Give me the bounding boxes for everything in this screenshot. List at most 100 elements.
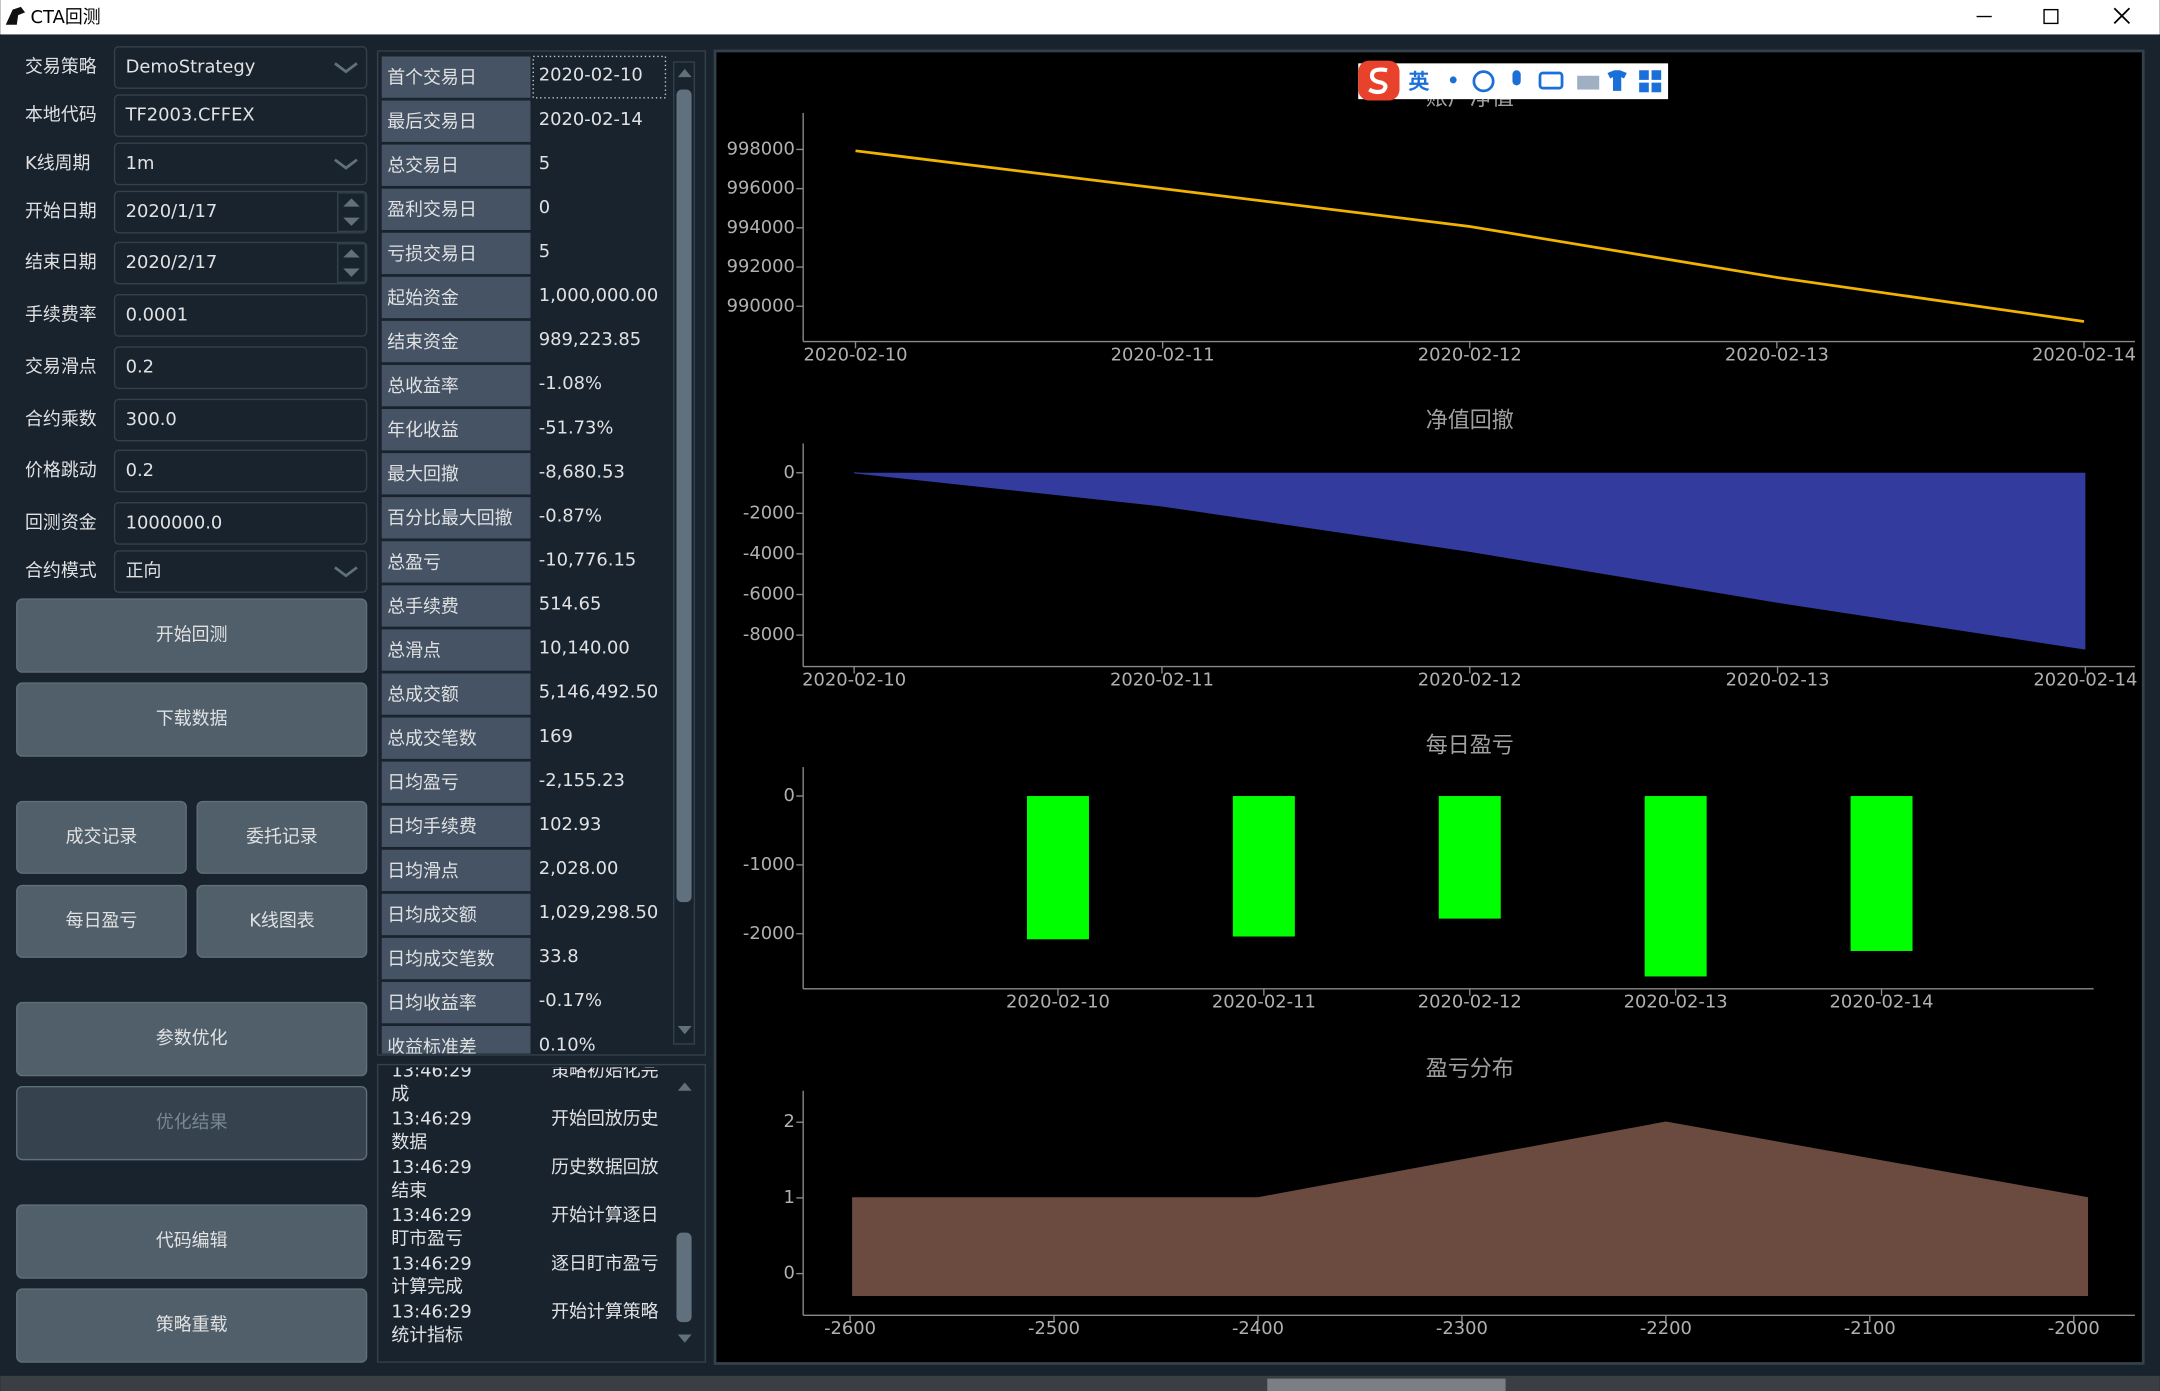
y-tick-label: -8000 bbox=[743, 624, 795, 645]
stat-value-cell bbox=[533, 144, 666, 186]
combo-box[interactable] bbox=[113, 46, 368, 89]
stat-label: 日均成交额 bbox=[387, 905, 477, 926]
y-tick-label: -2000 bbox=[743, 502, 795, 523]
log-message-cont: 统计指标 bbox=[391, 1325, 463, 1346]
button[interactable] bbox=[196, 800, 368, 874]
x-tick-label: 2020-02-12 bbox=[1418, 344, 1522, 365]
taskbar-item[interactable] bbox=[1267, 1378, 1506, 1391]
bar bbox=[1644, 796, 1707, 977]
button-label[interactable]: 参数优化 bbox=[156, 1028, 228, 1049]
button[interactable] bbox=[16, 1001, 368, 1077]
stats-table: 首个交易日 2020-02-10 最后交易日 2020-02-14 总交易日 5 盈利交易日… bbox=[381, 55, 667, 1054]
input-box[interactable] bbox=[113, 501, 368, 545]
stat-value: 1,029,298.50 bbox=[539, 902, 659, 923]
stat-label-cell bbox=[381, 409, 531, 451]
stat-label-cell bbox=[381, 232, 531, 275]
ime-icon[interactable] bbox=[1577, 75, 1600, 90]
button[interactable] bbox=[16, 884, 187, 958]
stat-label-cell bbox=[381, 320, 531, 363]
field-label: 交易策略 bbox=[25, 56, 97, 77]
combo-box[interactable] bbox=[113, 550, 368, 593]
input-box[interactable] bbox=[113, 241, 368, 285]
stat-label-cell bbox=[381, 849, 531, 892]
field-value: DemoStrategy bbox=[126, 56, 256, 77]
field-label: 合约模式 bbox=[25, 561, 97, 582]
x-tick-label: -2200 bbox=[1640, 1318, 1692, 1339]
input-box[interactable] bbox=[113, 190, 368, 234]
stat-value-cell bbox=[533, 409, 666, 451]
x-tick-label: 2020-02-13 bbox=[1726, 669, 1830, 690]
log-scroll-handle[interactable] bbox=[676, 1232, 692, 1323]
stat-value: 2020-02-10 bbox=[539, 65, 643, 86]
combo-arrow[interactable] bbox=[334, 62, 358, 74]
ime-icon[interactable] bbox=[1449, 76, 1457, 84]
input-box[interactable] bbox=[113, 449, 368, 493]
y-tick-label: 1 bbox=[784, 1187, 795, 1208]
y-tick-label: 0 bbox=[784, 462, 795, 483]
ime-mode[interactable]: 英 bbox=[1408, 70, 1429, 94]
close-button[interactable] bbox=[2113, 7, 2131, 25]
button[interactable] bbox=[16, 1204, 368, 1279]
button-label[interactable]: 开始回测 bbox=[156, 625, 228, 646]
stat-label: 日均滑点 bbox=[387, 861, 459, 882]
ime-icon[interactable] bbox=[1512, 70, 1521, 86]
button-label[interactable]: K线图表 bbox=[249, 910, 315, 931]
button[interactable] bbox=[16, 598, 368, 673]
field-label: 本地代码 bbox=[25, 105, 97, 126]
ime-icon[interactable] bbox=[1639, 82, 1649, 93]
area-fill bbox=[852, 1122, 2089, 1296]
stat-value: -8,680.53 bbox=[539, 461, 625, 482]
input-box[interactable] bbox=[113, 398, 368, 442]
ime-icon[interactable] bbox=[1639, 70, 1649, 80]
stat-label-cell bbox=[381, 276, 531, 319]
stat-value-cell bbox=[533, 937, 666, 980]
ime-icon[interactable] bbox=[1651, 70, 1662, 80]
button[interactable] bbox=[16, 1288, 368, 1363]
combo-arrow[interactable] bbox=[334, 566, 358, 578]
restore-button[interactable] bbox=[2043, 8, 2059, 25]
y-tick-label: 990000 bbox=[727, 295, 795, 316]
stat-value: 2020-02-14 bbox=[539, 109, 643, 130]
ime-icon[interactable] bbox=[1651, 82, 1662, 93]
spin-arrows[interactable] bbox=[343, 249, 360, 277]
button[interactable] bbox=[16, 800, 187, 874]
button-label[interactable]: 下载数据 bbox=[156, 709, 228, 730]
area-line bbox=[854, 472, 2086, 650]
stat-label: 首个交易日 bbox=[387, 68, 476, 89]
x-tick-label: 2020-02-12 bbox=[1418, 992, 1522, 1013]
stat-value: -51.73% bbox=[539, 417, 614, 438]
y-tick-label: 992000 bbox=[727, 256, 795, 277]
button-label[interactable]: 策略重载 bbox=[156, 1315, 228, 1336]
combo-box[interactable] bbox=[113, 142, 368, 186]
button-label[interactable]: 委托记录 bbox=[246, 826, 318, 847]
log-time: 13:46:29 bbox=[391, 1205, 471, 1226]
y-tick-label: 2 bbox=[784, 1111, 795, 1132]
ime-icon[interactable] bbox=[1607, 70, 1627, 91]
button[interactable] bbox=[16, 682, 368, 757]
button-label[interactable]: 成交记录 bbox=[66, 826, 138, 847]
stat-value-cell bbox=[533, 100, 666, 142]
stat-value: 514.65 bbox=[539, 594, 602, 615]
input-box[interactable] bbox=[113, 294, 368, 337]
stat-label-cell bbox=[381, 497, 531, 539]
stat-label-cell bbox=[381, 56, 531, 98]
stat-label-cell bbox=[381, 629, 531, 671]
stat-value-cell bbox=[533, 805, 666, 847]
stat-label: 亏损交易日 bbox=[387, 244, 476, 265]
button[interactable] bbox=[196, 884, 368, 958]
y-tick-label: -2000 bbox=[743, 923, 795, 944]
input-box[interactable] bbox=[113, 94, 368, 138]
stat-value-cell[interactable] bbox=[532, 55, 667, 99]
log-message: 策略初始化完 bbox=[551, 1060, 658, 1081]
app-icon bbox=[5, 6, 26, 25]
combo-arrow[interactable] bbox=[334, 158, 358, 170]
field-label: 结束日期 bbox=[25, 252, 97, 273]
button-label[interactable]: 代码编辑 bbox=[156, 1231, 228, 1252]
input-box[interactable] bbox=[113, 346, 368, 390]
ime-icon[interactable] bbox=[1472, 70, 1495, 93]
button-label[interactable]: 每日盈亏 bbox=[66, 910, 138, 931]
spin-arrows[interactable] bbox=[343, 198, 360, 226]
ime-icon[interactable] bbox=[1538, 71, 1564, 90]
scroll-handle[interactable] bbox=[676, 89, 692, 903]
